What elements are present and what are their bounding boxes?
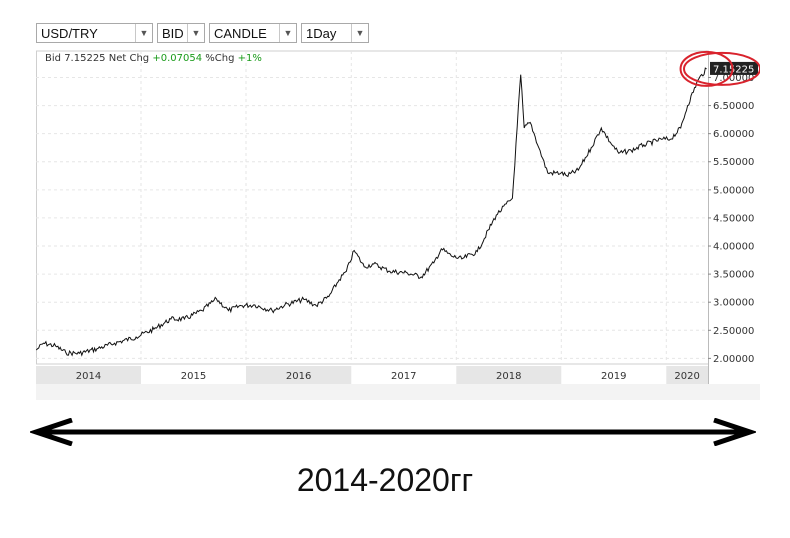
date-range-caption: 2014-2020гг [296, 462, 474, 498]
symbol-select-value: USD/TRY [41, 25, 98, 41]
plot-border [36, 50, 709, 365]
price-chart[interactable]: 2.00000 2.50000 3.00000 3.50000 4.00000 4.500… [36, 50, 760, 400]
chevron-down-icon[interactable]: ▼ [279, 24, 296, 42]
quote-info-bar: Bid 7.15225 Net Chg +0.07054 %Chg +1% [45, 53, 262, 64]
symbol-select[interactable]: USD/TRY ▼ [36, 23, 153, 43]
y-tick-label: 2.00000 [713, 354, 754, 365]
y-tick-label: 6.00000 [713, 129, 754, 140]
last-price-highlight-circle [683, 51, 760, 86]
x-axis-band [666, 366, 708, 384]
chevron-down-icon[interactable]: ▼ [135, 24, 152, 42]
y-tick-label: 2.50000 [713, 326, 754, 337]
y-tick-label: 7.00000 [713, 73, 754, 84]
price-series-line [36, 67, 707, 357]
chevron-down-icon[interactable]: ▼ [351, 24, 368, 42]
price-chart-svg: 2.00000 2.50000 3.00000 3.50000 4.00000 4.500… [36, 50, 760, 400]
last-price-label: 7.15225 [713, 64, 754, 75]
x-axis-band [456, 366, 562, 384]
peak-highlight-circle [679, 50, 734, 87]
x-tick-label: 2014 [76, 371, 101, 382]
x-axis-band [36, 366, 141, 384]
interval-select-value: 1Day [306, 25, 337, 41]
net-chg-label: Net Chg [108, 53, 150, 64]
bid-value: 7.15225 [64, 53, 106, 64]
y-tick-label: 5.00000 [713, 185, 754, 196]
y-tick-label: 4.00000 [713, 242, 754, 253]
x-tick-label: 2019 [601, 371, 626, 382]
chevron-down-icon[interactable]: ▼ [187, 24, 204, 42]
chart-style-select-value: CANDLE [214, 25, 267, 41]
pct-chg-value: +1% [237, 53, 262, 64]
price-side-select-value: BID [162, 25, 184, 41]
x-tick-label: 2016 [286, 371, 311, 382]
net-chg-value: +0.07054 [152, 53, 203, 64]
x-axis-band [246, 366, 352, 384]
footer-band [36, 384, 760, 400]
x-tick-label: 2015 [181, 371, 206, 382]
bid-label: Bid [45, 53, 61, 64]
y-tick-label: 3.00000 [713, 298, 754, 309]
y-tick-label: 3.50000 [713, 270, 754, 281]
y-tick-label: 4.50000 [713, 213, 754, 224]
y-tick-label: 5.50000 [713, 157, 754, 168]
x-tick-label: 2020 [674, 371, 699, 382]
x-tick-label: 2018 [496, 371, 521, 382]
chart-style-select[interactable]: CANDLE ▼ [209, 23, 297, 43]
interval-select[interactable]: 1Day ▼ [301, 23, 369, 43]
double-arrow-icon [30, 418, 756, 446]
price-side-select[interactable]: BID ▼ [157, 23, 205, 43]
x-tick-label: 2017 [391, 371, 416, 382]
pct-chg-label: %Chg [205, 53, 235, 64]
y-tick-label: 6.50000 [713, 101, 754, 112]
last-price-tag [710, 61, 758, 75]
